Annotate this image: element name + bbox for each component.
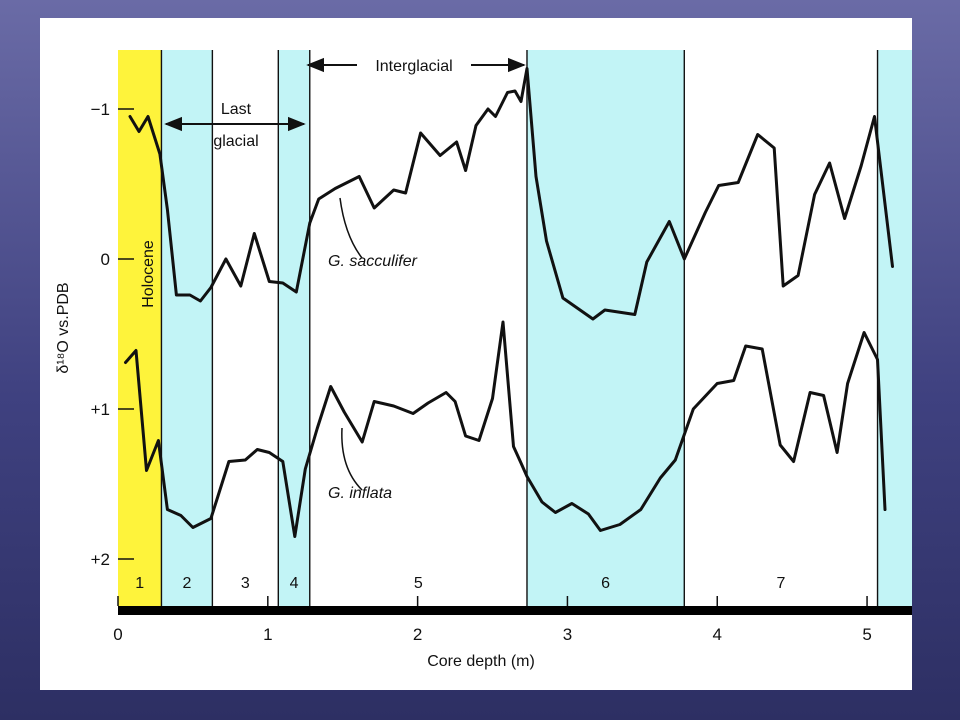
x-tick-label-5: 5: [862, 625, 871, 644]
sacculifer-pointer: [339, 197, 363, 259]
zone-label-2: 2: [182, 575, 191, 592]
zone-6-fill: [526, 50, 685, 606]
last-glacial-label-line2: glacial: [213, 133, 258, 150]
y-tick-label-0: −1: [91, 100, 110, 119]
zone-1-fill: [118, 50, 162, 606]
series-line-inflata: [124, 320, 887, 538]
chart-panel: 1 2 3 4 5 6 7 0 1 2 3 4 5 −1 0 +1 +2 Holocene Last glaci…: [40, 18, 912, 690]
x-tick-label-1: 1: [263, 625, 272, 644]
x-tick-label-2: 2: [413, 625, 422, 644]
zone-label-4: 4: [290, 575, 299, 592]
x-tick-label-4: 4: [713, 625, 722, 644]
interglacial-label: Interglacial: [375, 58, 452, 75]
y-tick-label-2: +1: [91, 400, 110, 419]
y-axis-title: δ¹⁸O vs.PDB: [55, 282, 72, 373]
series-label-sacculifer: G. sacculifer: [328, 253, 418, 270]
holocene-label: Holocene: [140, 240, 157, 308]
y-tick-label-3: +2: [91, 550, 110, 569]
last-glacial-label-line1: Last: [221, 101, 252, 118]
series-label-inflata: G. inflata: [328, 485, 392, 502]
zone-end-fill: [877, 50, 912, 606]
x-tick-label-3: 3: [563, 625, 572, 644]
zone-label-1: 1: [135, 575, 144, 592]
inflata-pointer: [341, 427, 363, 491]
zone-2-fill: [161, 50, 213, 606]
zone-label-6: 6: [601, 575, 610, 592]
zone-4-fill: [278, 50, 310, 606]
chart: 1 2 3 4 5 6 7 0 1 2 3 4 5 −1 0 +1 +2 Holocene Last glaci…: [55, 50, 912, 670]
series-line-sacculifer: [128, 67, 894, 321]
x-axis-title: Core depth (m): [427, 653, 535, 670]
zone-label-5: 5: [414, 575, 423, 592]
x-axis-bar: [118, 606, 912, 615]
x-tick-label-0: 0: [113, 625, 122, 644]
interglacial-label-bg: [356, 52, 474, 78]
zone-label-3: 3: [241, 575, 250, 592]
y-tick-label-1: 0: [101, 250, 110, 269]
zone-label-7: 7: [776, 575, 785, 592]
